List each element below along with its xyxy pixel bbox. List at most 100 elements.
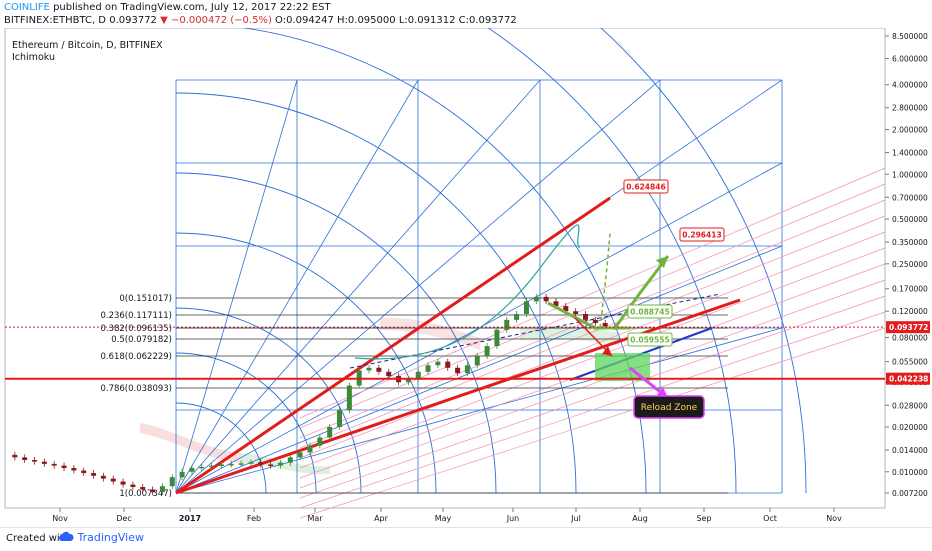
candle-body [327, 426, 333, 438]
grid-diagonal [175, 79, 419, 494]
grid-diagonal [175, 79, 661, 494]
candle-body [189, 468, 195, 472]
reload-zone-callout: Reload Zone [629, 366, 705, 419]
footer-bar: Created with TradingView [0, 527, 932, 551]
time-tick-label: Aug [632, 514, 648, 523]
trend-line-shallow [175, 298, 741, 495]
time-tick-label: 2017 [179, 514, 201, 523]
candle-body [376, 367, 382, 372]
candle-body [504, 319, 510, 330]
fib-level-label: 0.5(0.079182) [111, 335, 172, 345]
gann-arc [175, 402, 267, 494]
projection-arrows [547, 232, 670, 357]
candle-body [317, 437, 323, 446]
pitchfork-line [299, 183, 886, 429]
down-arrow-icon: ▼ [160, 15, 168, 26]
candle-body [130, 484, 136, 488]
target-label-text: 0.624846 [626, 183, 665, 192]
candle-body [543, 296, 549, 302]
candle-body [179, 471, 185, 478]
price-badge-label: 0.093772 [889, 323, 928, 332]
candle-body [582, 313, 588, 320]
time-tick-label: Jul [570, 514, 581, 523]
candle-body [602, 323, 608, 327]
created-with-text: Created with [6, 533, 70, 544]
price-tick-label: 0.010000 [892, 468, 928, 477]
fib-level-label: 1(0.007347) [119, 489, 172, 499]
last-price: 0.093772 [109, 15, 157, 26]
candle-body [140, 487, 146, 490]
gann-arc [567, 0, 807, 494]
price-change: −0.000472 (−0.5%) [171, 15, 272, 26]
price-tick-label: 8.500000 [892, 32, 928, 41]
grid-diagonal [175, 79, 298, 494]
price-tick-label: 0.080000 [892, 333, 928, 342]
chart-legend-indicator: Ichimoku [12, 52, 55, 63]
price-tick-label: 0.055000 [892, 358, 928, 367]
candle-body [405, 379, 411, 383]
candle-body [455, 367, 461, 374]
fib-level-label: 0.382(0.096135) [100, 324, 172, 334]
published-text: published on TradingView.com, July 12, 2… [53, 2, 331, 13]
candle-body [366, 367, 372, 371]
candle-body [258, 462, 264, 465]
symbol-line: BITFINEX:ETHBTC, D 0.093772 ▼ −0.000472 … [4, 15, 517, 26]
grid-diagonal [175, 245, 783, 494]
arc-curve [354, 224, 581, 360]
chart-header: COINLIFE published on TradingView.com, J… [0, 0, 932, 28]
price-tick-label: 0.007200 [892, 489, 928, 498]
candle-body [563, 306, 569, 312]
fib-level-label: 0.786(0.038093) [100, 384, 172, 394]
ohlc-open: O:0.094247 [275, 15, 334, 26]
candle-body [435, 361, 441, 366]
candle-body [268, 464, 274, 466]
candle-body [277, 462, 283, 466]
price-tick-label: 4.000000 [892, 81, 928, 90]
price-tick-label: 0.350000 [892, 238, 928, 247]
target-labels: 0.624846 0.296413 0.088745 0.059555 [623, 179, 725, 347]
chart-area[interactable]: 0(0.151017) 0.236(0.117111) 0.382(0.096135… [0, 0, 932, 531]
publisher-name[interactable]: COINLIFE [4, 2, 50, 13]
arrowhead-icon [602, 346, 612, 356]
candle-body [22, 457, 28, 460]
gann-arc [440, 0, 737, 494]
candle-body [474, 356, 480, 366]
candle-body [494, 329, 500, 347]
time-tick-label: Feb [247, 514, 261, 523]
trend-line-steep [175, 196, 611, 495]
pitchfork-fan-lines [299, 167, 886, 519]
time-tick-label: Nov [52, 514, 68, 523]
candle-body [100, 475, 106, 479]
gann-arc [175, 232, 437, 494]
price-badge-label: 0.042238 [889, 375, 928, 384]
candle-body [248, 462, 254, 464]
candle-body [484, 346, 490, 357]
candle-body [307, 445, 313, 453]
candle-body [228, 463, 234, 466]
grid-diagonal [175, 79, 541, 494]
price-tick-label: 1.000000 [892, 170, 928, 179]
candle-body [425, 365, 431, 372]
price-badge [886, 372, 930, 385]
green-path-arrow [547, 301, 630, 330]
publish-line: COINLIFE published on TradingView.com, J… [4, 2, 331, 13]
target-label-box [623, 179, 669, 194]
candle-body [159, 486, 165, 493]
candle-body [386, 371, 392, 377]
time-tick-label: Apr [374, 514, 389, 523]
candle-body [32, 459, 38, 462]
fib-level-label: 0.618(0.062229) [100, 352, 172, 362]
target-label-text: 0.059555 [630, 336, 669, 345]
price-tick-label: 1.400000 [892, 149, 928, 158]
fib-level-label: 0.236(0.117111) [100, 311, 172, 321]
tradingview-brand: TradingView [77, 531, 144, 544]
candle-body [41, 461, 47, 464]
pitchfork-line [299, 231, 886, 459]
tradingview-logo[interactable]: TradingView [58, 531, 144, 544]
price-chart[interactable]: 0(0.151017) 0.236(0.117111) 0.382(0.096135… [0, 0, 932, 527]
candle-body [415, 371, 421, 380]
price-tick-label: 0.028000 [892, 401, 928, 410]
candle-body [523, 301, 529, 314]
price-axis: 8.500000 6.000000 4.000000 2.800000 2.000000… [5, 32, 930, 498]
cloud-icon [59, 531, 74, 541]
